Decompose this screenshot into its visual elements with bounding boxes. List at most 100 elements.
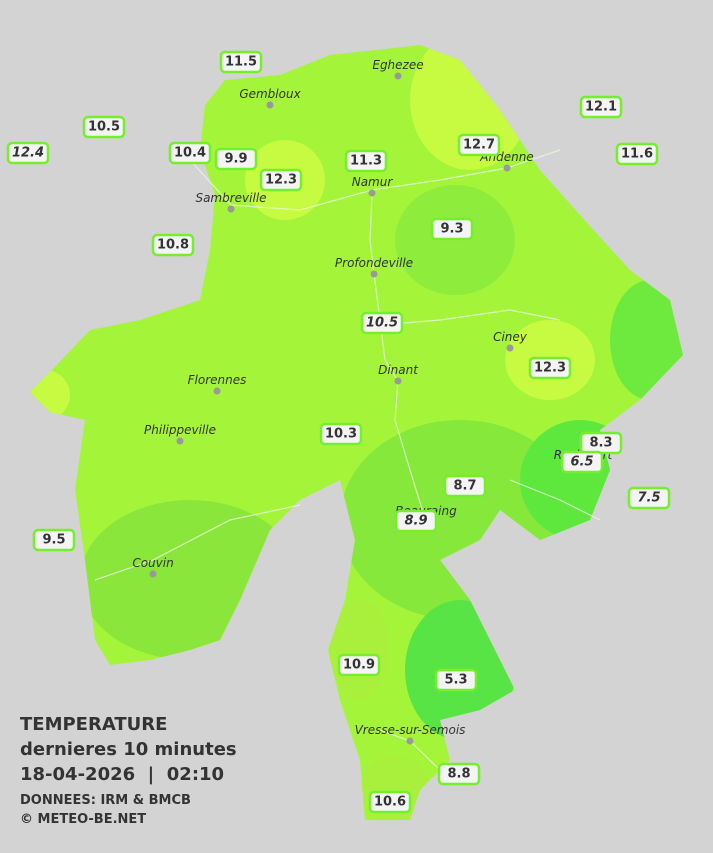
station: 10.6	[368, 790, 412, 814]
station-box	[151, 233, 195, 257]
city-dot	[213, 387, 221, 395]
station-box	[430, 217, 474, 241]
station-box	[259, 168, 303, 192]
station-box	[214, 147, 258, 171]
title-block: TEMPERATURE dernieres 10 minutes 18-04-2…	[20, 714, 237, 827]
station: 10.5	[82, 115, 126, 139]
source: DONNEES: IRM & BMCB	[20, 793, 191, 808]
station-value: 12.3	[265, 173, 297, 188]
station-value: 12.1	[585, 100, 617, 115]
station-value: 8.9	[404, 514, 427, 529]
station-value: 10.8	[157, 238, 189, 253]
station-box	[6, 141, 50, 165]
station-box	[360, 311, 404, 335]
city-dot	[503, 164, 511, 172]
city-label: Sambreville	[195, 191, 266, 205]
station-box	[319, 422, 363, 446]
station: 12.3	[528, 356, 572, 380]
station-box	[615, 142, 659, 166]
station-value: 10.5	[366, 316, 398, 331]
city-label: Florennes	[188, 373, 247, 387]
station-box	[434, 668, 478, 692]
station-value: 8.3	[589, 436, 612, 451]
station: 7.5	[627, 486, 671, 510]
station: 10.5	[360, 311, 404, 335]
station-box	[457, 133, 501, 157]
city-dot	[368, 189, 376, 197]
city-label: Gembloux	[239, 87, 301, 101]
station: 8.8	[437, 762, 481, 786]
station-value: 12.4	[12, 146, 44, 161]
station-value: 9.3	[440, 222, 463, 237]
station: 9.5	[32, 528, 76, 552]
city-dot	[266, 101, 274, 109]
station-value: 9.5	[42, 533, 65, 548]
station: 8.7	[443, 474, 487, 498]
city-dot	[406, 737, 414, 745]
station-box	[394, 509, 438, 533]
city-dot	[394, 377, 402, 385]
station: 11.3	[344, 149, 388, 173]
station: 8.9	[394, 509, 438, 533]
station-value: 8.8	[447, 767, 470, 782]
station: 12.1	[579, 95, 623, 119]
station-box	[437, 762, 481, 786]
station: 9.9	[214, 147, 258, 171]
station: 8.3	[579, 431, 623, 455]
city-label: Dinant	[378, 363, 419, 377]
city-dot	[506, 344, 514, 352]
city-dot	[227, 205, 235, 213]
station-value: 9.9	[224, 152, 247, 167]
station-box	[368, 790, 412, 814]
station: 10.9	[337, 653, 381, 677]
datetime: 18-04-2026 | 02:10	[20, 764, 224, 785]
city-label: Ciney	[493, 330, 528, 344]
city-label: Eghezee	[372, 58, 423, 72]
station-box	[82, 115, 126, 139]
station-value: 10.3	[325, 427, 357, 442]
city-dot	[176, 437, 184, 445]
station: 12.7	[457, 133, 501, 157]
station: 10.3	[319, 422, 363, 446]
station: 11.6	[615, 142, 659, 166]
city-dot	[370, 270, 378, 278]
city-label: Namur	[352, 175, 394, 189]
station: 9.3	[430, 217, 474, 241]
station-box	[627, 486, 671, 510]
station-value: 8.7	[453, 479, 476, 494]
station-box	[528, 356, 572, 380]
station-value: 11.3	[350, 154, 382, 169]
station-value: 10.4	[174, 146, 206, 161]
station: 10.4	[168, 141, 212, 165]
city-dot	[149, 570, 157, 578]
station-box	[32, 528, 76, 552]
station: 10.8	[151, 233, 195, 257]
station: 5.3	[434, 668, 478, 692]
station-value: 7.5	[637, 491, 660, 506]
station: 6.5	[560, 450, 604, 474]
station-box	[337, 653, 381, 677]
station-value: 11.6	[621, 147, 653, 162]
station: 12.4	[6, 141, 50, 165]
station-value: 11.5	[225, 55, 257, 70]
city-label: Philippeville	[144, 423, 216, 437]
city-dot	[394, 72, 402, 80]
title: TEMPERATURE	[20, 714, 167, 735]
station-box	[443, 474, 487, 498]
station-value: 5.3	[444, 673, 467, 688]
city-label: Vresse-sur-Semois	[355, 723, 466, 737]
subtitle: dernieres 10 minutes	[20, 739, 237, 760]
city-label: Couvin	[132, 556, 173, 570]
station-value: 10.6	[374, 795, 406, 810]
station: 11.5	[219, 50, 263, 74]
station-value: 10.5	[88, 120, 120, 135]
stations: 11.5 10.5 12.4 10.4 9.9 12.3 11.3 12.7 12.1 11.6 1…	[6, 50, 671, 814]
station-value: 10.9	[343, 658, 375, 673]
station-box	[219, 50, 263, 74]
station-box	[168, 141, 212, 165]
station-value: 6.5	[570, 455, 593, 470]
station-value: 12.3	[534, 361, 566, 376]
station-box	[579, 95, 623, 119]
station-box	[560, 450, 604, 474]
